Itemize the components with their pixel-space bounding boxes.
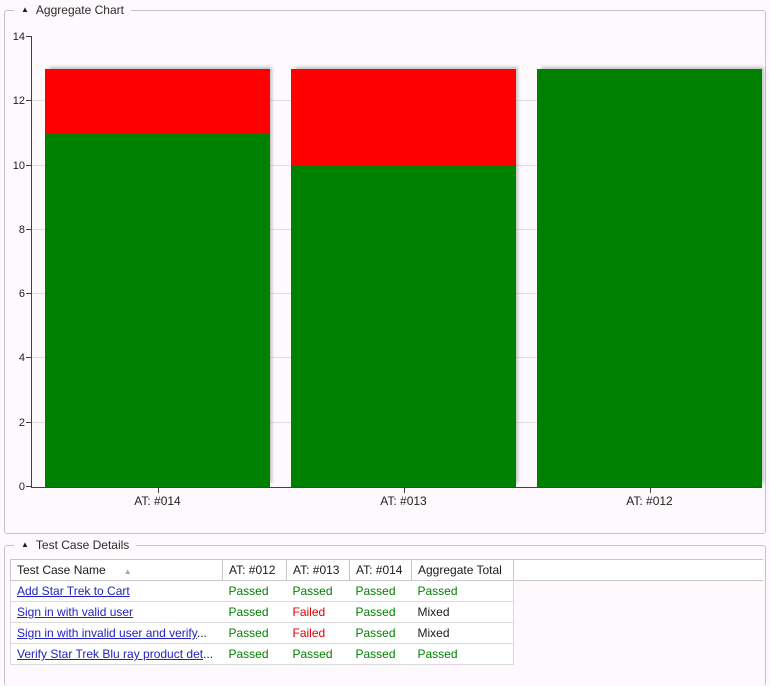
- test-case-name-cell: Add Star Trek to Cart: [10, 580, 223, 602]
- result-cell: Passed: [349, 601, 412, 623]
- test-case-link[interactable]: Sign in with invalid user and verify: [17, 626, 197, 640]
- test-case-details-section: ▲ Test Case Details Test Case Name ▲ AT: #…: [4, 537, 766, 686]
- bar-2: [291, 69, 516, 487]
- aggregate-total-cell: Mixed: [411, 622, 514, 644]
- aggregate-total-cell: Passed: [411, 580, 514, 602]
- test-case-name-cell: Verify Star Trek Blu ray product det...: [10, 643, 223, 665]
- result-cell: Failed: [286, 601, 350, 623]
- test-case-details-header[interactable]: ▲ Test Case Details: [14, 537, 137, 553]
- column-header-label: Aggregate Total: [418, 563, 502, 577]
- bar-segment-passed: [45, 133, 270, 487]
- x-axis-label: AT: #012: [626, 494, 673, 508]
- column-header-label: AT: #012: [229, 563, 276, 577]
- truncation-ellipsis: ...: [203, 647, 214, 661]
- bar-segment-failed: [291, 69, 516, 166]
- collapse-icon[interactable]: ▲: [21, 5, 29, 14]
- x-axis-tick: [649, 487, 651, 493]
- y-axis-tick-label: 0: [18, 481, 25, 493]
- result-cell: Passed: [222, 643, 287, 665]
- bar-3: [537, 69, 762, 487]
- column-header-at-013[interactable]: AT: #013: [286, 559, 350, 581]
- result-cell: Passed: [222, 580, 287, 602]
- y-axis-tick-label: 6: [18, 288, 25, 301]
- column-header-label: Test Case Name: [17, 563, 106, 577]
- column-header-label: AT: #014: [356, 563, 403, 577]
- bar-1: [45, 69, 270, 487]
- table-row: Sign in with valid user Passed Failed Passe…: [10, 601, 514, 623]
- test-case-link[interactable]: Sign in with valid user: [17, 605, 134, 619]
- bar-segment-passed: [537, 69, 762, 487]
- y-axis-tick: [26, 357, 32, 359]
- table-header-filler: [460, 559, 763, 581]
- column-header-at-014[interactable]: AT: #014: [349, 559, 412, 581]
- y-axis-tick: [26, 228, 32, 230]
- test-case-details-title: Test Case Details: [35, 538, 130, 552]
- test-case-table: Test Case Name ▲ AT: #012 AT: #013 AT: #014 A…: [10, 559, 514, 665]
- y-axis-tick: [26, 100, 32, 102]
- test-case-link[interactable]: Verify Star Trek Blu ray product det: [17, 647, 204, 661]
- result-cell: Passed: [349, 622, 412, 644]
- y-axis-tick-label: 14: [12, 31, 25, 43]
- y-axis-tick: [26, 421, 32, 423]
- aggregate-total-cell: Passed: [411, 643, 514, 665]
- table-row: Add Star Trek to Cart Passed Passed Passed P…: [10, 580, 514, 602]
- test-case-link[interactable]: Add Star Trek to Cart: [17, 584, 130, 598]
- sort-ascending-icon: ▲: [123, 567, 132, 576]
- x-axis-label: AT: #013: [380, 494, 427, 508]
- collapse-icon[interactable]: ▲: [21, 540, 29, 549]
- y-axis-tick: [26, 164, 32, 166]
- column-header-at-012[interactable]: AT: #012: [222, 559, 287, 581]
- y-axis-tick-label: 10: [12, 159, 25, 172]
- y-axis-tick-label: 8: [18, 223, 25, 236]
- y-axis-tick: [26, 293, 32, 295]
- table-row: Verify Star Trek Blu ray product det... P…: [10, 643, 514, 665]
- table-row: Sign in with invalid user and verify... P…: [10, 622, 514, 644]
- y-axis-tick-label: 12: [12, 95, 25, 108]
- y-axis-tick-label: 4: [18, 352, 25, 365]
- aggregate-chart-title: Aggregate Chart: [35, 3, 124, 17]
- result-cell: Passed: [349, 580, 412, 602]
- x-axis-tick: [157, 487, 159, 493]
- y-axis-tick: [26, 36, 32, 37]
- bar-segment-failed: [45, 69, 270, 134]
- aggregate-total-cell: Mixed: [411, 601, 514, 623]
- column-header-aggregate-total[interactable]: Aggregate Total: [411, 559, 514, 581]
- test-case-name-cell: Sign in with valid user: [10, 601, 223, 623]
- column-header-label: AT: #013: [293, 563, 340, 577]
- test-case-name-cell: Sign in with invalid user and verify...: [10, 622, 223, 644]
- aggregate-chart-section: ▲ Aggregate Chart AT: #014 AT: #013 AT: #0…: [4, 2, 766, 534]
- result-cell: Failed: [286, 622, 350, 644]
- bar-segment-passed: [291, 165, 516, 487]
- stacked-bar-chart: AT: #014 AT: #013 AT: #012 0 2 4 6 8 10 12 14: [13, 31, 762, 508]
- truncation-ellipsis: ...: [196, 626, 207, 640]
- result-cell: Passed: [286, 580, 350, 602]
- x-axis-label: AT: #014: [134, 494, 181, 508]
- aggregate-chart-header[interactable]: ▲ Aggregate Chart: [14, 2, 131, 18]
- y-axis-tick-label: 2: [18, 416, 25, 429]
- table-header-row: Test Case Name ▲ AT: #012 AT: #013 AT: #014 A…: [10, 559, 514, 581]
- result-cell: Passed: [349, 643, 412, 665]
- x-axis-tick: [403, 487, 405, 493]
- result-cell: Passed: [222, 601, 287, 623]
- result-cell: Passed: [222, 622, 287, 644]
- y-axis-tick: [26, 486, 32, 487]
- column-header-test-case-name[interactable]: Test Case Name ▲: [10, 559, 223, 581]
- result-cell: Passed: [286, 643, 350, 665]
